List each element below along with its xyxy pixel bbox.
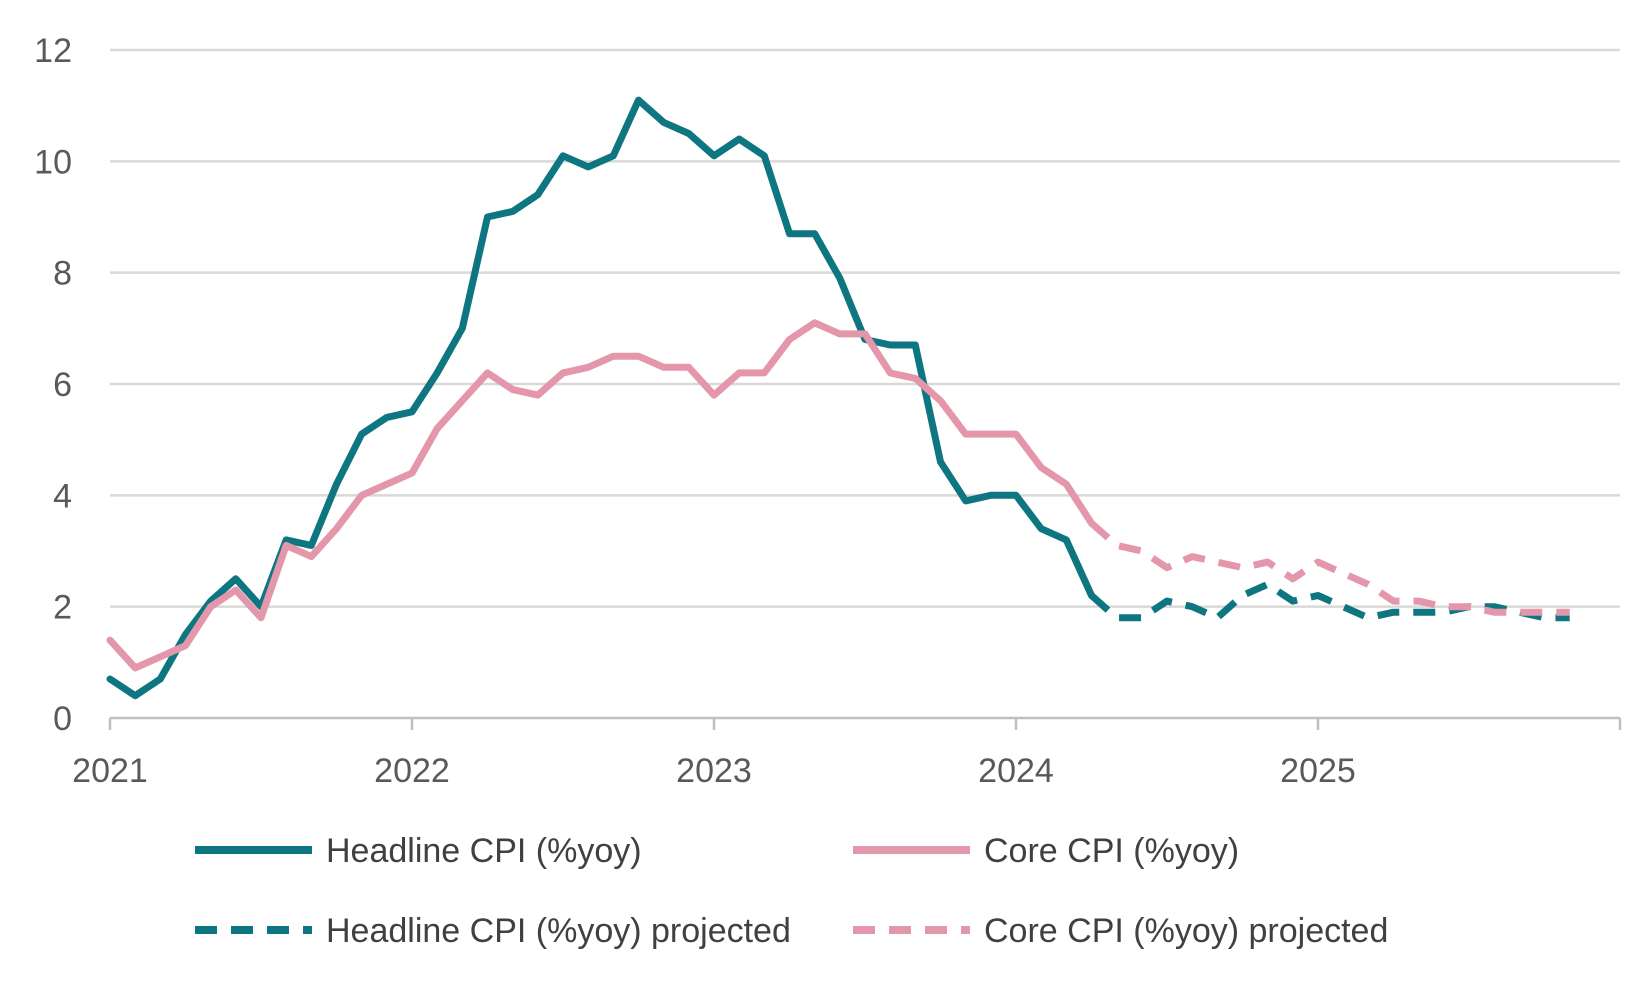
x-tick-label: 2024 <box>978 752 1054 790</box>
legend-label: Headline CPI (%yoy) <box>326 832 642 870</box>
y-tick-label: 10 <box>34 143 72 181</box>
y-tick-label: 0 <box>53 700 72 738</box>
legend-label: Core CPI (%yoy) <box>984 832 1239 870</box>
y-tick-label: 6 <box>53 366 72 404</box>
x-tick-label: 2023 <box>676 752 752 790</box>
legend-label: Core CPI (%yoy) projected <box>984 912 1388 950</box>
legend-label: Headline CPI (%yoy) projected <box>326 912 791 950</box>
axes: 0 2 4 6 8 10 12 2021 2022 2023 2024 2025 <box>34 32 1622 790</box>
y-tick-label: 2 <box>53 589 72 627</box>
series-line-3 <box>1089 580 1570 622</box>
y-tick-label: 12 <box>34 32 72 70</box>
legend: Headline CPI (%yoy) Core CPI (%yoy) Headli… <box>195 832 1388 950</box>
series-line-2 <box>106 319 1095 672</box>
x-tick-label: 2025 <box>1280 752 1356 790</box>
y-tick-label: 8 <box>53 255 72 293</box>
series-line-4 <box>1089 520 1570 616</box>
y-tick-label: 4 <box>53 477 72 515</box>
x-tick-label: 2022 <box>374 752 450 790</box>
series-lines <box>106 96 1570 700</box>
x-tick-label: 2021 <box>72 752 148 790</box>
